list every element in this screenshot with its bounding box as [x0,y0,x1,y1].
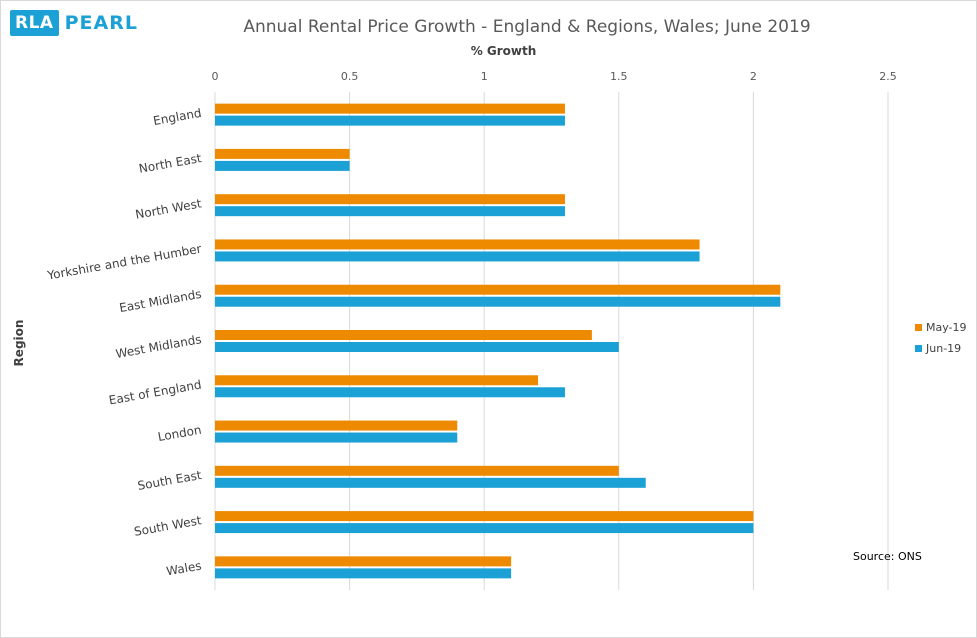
bar-may [215,556,512,567]
category-label: Yorkshire and the Humber [45,242,202,283]
chart-legend: May-19 Jun-19 [915,317,967,359]
logo-box: RLA [10,10,59,36]
chart-title: Annual Rental Price Growth - England & R… [243,17,811,37]
bar-jun [215,251,700,262]
legend-item-may: May-19 [915,317,967,338]
x-tick-label: 0.5 [341,70,359,83]
bar-may [215,103,565,114]
bar-may [215,194,565,205]
bar-may [215,239,700,250]
category-label: East Midlands [118,287,202,315]
legend-swatch-jun [915,345,922,352]
legend-label-may: May-19 [926,321,967,334]
x-tick-label: 1.5 [610,70,628,83]
legend-label-jun: Jun-19 [926,342,962,355]
category-label: Wales [165,559,202,579]
bar-may [215,375,539,386]
rla-pearl-logo: RLA PEARL [10,10,138,36]
x-tick-label: 0 [212,70,219,83]
category-label: North East [138,151,203,176]
category-label: South East [136,468,202,493]
bar-may [215,420,458,431]
category-label: East of England [108,377,203,407]
category-label: England [152,106,202,128]
bar-jun [215,477,646,488]
bar-jun [215,523,754,534]
x-tick-label: 2.5 [879,70,897,83]
bar-jun [215,160,350,171]
x-axis-title: % Growth [470,44,537,58]
category-label: West Midlands [115,332,203,361]
category-label: North West [134,196,203,221]
bar-jun [215,342,619,352]
x-tick-label: 2 [750,70,757,83]
legend-swatch-may [915,324,922,331]
bar-may [215,511,754,522]
bar-jun [215,115,565,126]
bar-may [215,330,592,340]
legend-item-jun: Jun-19 [915,338,967,359]
bar-jun [215,432,458,443]
bar-may [215,465,619,476]
bar-jun [215,387,565,398]
bar-jun [215,568,512,579]
logo-word: PEARL [64,12,138,34]
bar-may [215,284,781,295]
bar-may [215,148,350,159]
bar-jun [215,206,565,217]
source-note: Source: ONS [853,550,922,563]
category-label: London [157,423,203,444]
bar-jun [215,296,781,307]
category-label: South West [133,513,203,539]
x-tick-label: 1 [481,70,488,83]
